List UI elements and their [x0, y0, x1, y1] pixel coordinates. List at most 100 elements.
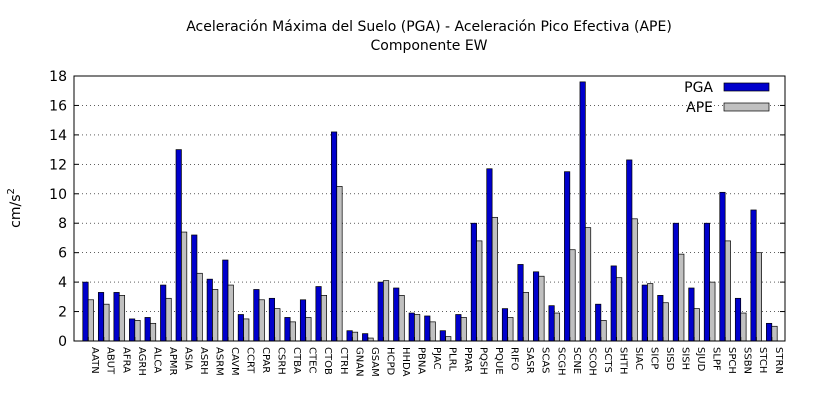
bar-pga	[517, 264, 524, 342]
bar-ape	[616, 277, 623, 342]
chart-subtitle: Componente EW	[370, 38, 487, 54]
bar-pga	[191, 234, 198, 342]
bar-pga	[548, 305, 555, 342]
x-tick-label: SISD	[664, 347, 675, 371]
bar-ape	[118, 295, 126, 342]
bar-ape	[476, 240, 483, 342]
bar-pga	[734, 297, 742, 342]
x-tick-label: CSRH	[276, 347, 287, 375]
legend-swatch-ape	[723, 102, 770, 112]
bar-ape	[165, 297, 172, 342]
y-tick-label: 6	[58, 246, 67, 262]
y-tick-label: 0	[58, 334, 67, 350]
bar-pga	[626, 159, 633, 342]
bar-ape	[227, 284, 234, 342]
bar-pga	[206, 278, 213, 342]
bar-pga	[237, 314, 244, 342]
x-tick-label: SPCH	[726, 347, 737, 374]
bar-ape	[87, 299, 94, 342]
bar-ape	[662, 302, 669, 342]
bar-ape	[740, 312, 747, 342]
bar-pga	[641, 284, 648, 342]
x-tick-label: RIFO	[509, 347, 520, 371]
x-tick-label: SJUD	[695, 347, 706, 372]
bar-ape	[289, 321, 296, 342]
x-tick-label: ABUT	[105, 347, 116, 375]
x-tick-label: CTEC	[307, 347, 318, 373]
x-tick-label: CAVM	[229, 347, 240, 376]
bar-pga	[672, 222, 679, 342]
legend-swatch-pga	[723, 82, 770, 92]
bar-ape	[755, 252, 762, 342]
x-tick-label: STCH	[757, 347, 768, 373]
bar-ape	[538, 275, 545, 342]
bar-ape	[507, 317, 514, 342]
bar-pga	[144, 317, 151, 342]
bar-pga	[362, 333, 369, 342]
x-tick-label: AATN	[89, 347, 100, 374]
x-tick-label: PJAC	[431, 347, 442, 369]
x-tick-label: CTRH	[338, 347, 349, 375]
bar-pga	[657, 295, 664, 342]
bar-pga	[501, 308, 509, 342]
bar-ape	[258, 299, 265, 342]
bar-pga	[331, 131, 338, 342]
bar-ape	[553, 312, 561, 342]
x-tick-label: STRN	[773, 347, 784, 374]
bar-ape	[522, 292, 529, 342]
x-tick-label: ALCA	[151, 347, 162, 373]
bar-ape	[336, 186, 343, 342]
bar-ape	[709, 281, 716, 342]
bar-pga	[175, 149, 182, 342]
y-tick-label: 2	[58, 305, 67, 321]
bar-pga	[253, 289, 260, 342]
bar-ape	[243, 318, 250, 342]
x-tick-label: PQSH	[478, 347, 489, 375]
chart-title: Aceleración Máxima del Suelo (PGA) - Ace…	[186, 19, 672, 35]
x-tick-label: SCGH	[555, 347, 566, 376]
bar-pga	[470, 222, 477, 342]
x-tick-label: ASRH	[198, 347, 209, 375]
x-tick-label: ASIA	[182, 347, 193, 370]
x-tick-label: CTOB	[322, 347, 333, 375]
y-axis: 0 2 4 6 8 10 12 14 16 18	[49, 69, 785, 350]
y-tick-label: 18	[49, 69, 67, 85]
bar-ape	[693, 308, 700, 342]
x-tick-label: SISH	[680, 347, 691, 370]
bar-ape	[274, 308, 281, 342]
bar-ape	[491, 216, 498, 342]
legend: PGA APE	[684, 80, 770, 116]
bar-pga	[719, 191, 726, 342]
x-tick-label: SIAC	[633, 347, 644, 370]
bar-pga	[439, 330, 446, 342]
legend-label: PGA	[684, 80, 713, 96]
bar-pga	[766, 322, 773, 342]
bar-pga	[315, 286, 322, 342]
x-tick-label: SASR	[524, 347, 535, 374]
bar-ape	[134, 320, 141, 342]
bar-pga	[595, 303, 602, 342]
x-axis: AATN ABUT AFRA AGRH ALCA APMR ASIA ASRH ASRM CAVM…	[87, 337, 784, 377]
x-tick-label: SCNE	[571, 347, 582, 374]
bar-pga	[688, 287, 695, 342]
bar-pga	[486, 168, 493, 342]
x-tick-label: GSAM	[369, 347, 380, 377]
x-tick-label: CTBA	[291, 347, 302, 374]
bar-pga	[424, 315, 431, 342]
legend-label: APE	[686, 100, 713, 116]
bar-pga	[393, 287, 400, 342]
y-axis-label-exponent: 2	[6, 188, 17, 194]
bar-pga	[703, 222, 710, 342]
x-tick-label: GNAN	[353, 347, 364, 377]
bar-pga	[532, 271, 540, 342]
bar-ape	[398, 295, 405, 342]
x-tick-label: CPAR	[260, 347, 271, 373]
bar-pga	[377, 281, 384, 342]
x-tick-label: SCAS	[540, 347, 551, 374]
bar-pga	[564, 171, 571, 342]
bar-ape	[320, 295, 327, 342]
x-tick-label: SCOH	[586, 347, 597, 376]
x-tick-label: HCPD	[384, 347, 395, 376]
y-axis-label: cm/s2	[6, 188, 24, 228]
